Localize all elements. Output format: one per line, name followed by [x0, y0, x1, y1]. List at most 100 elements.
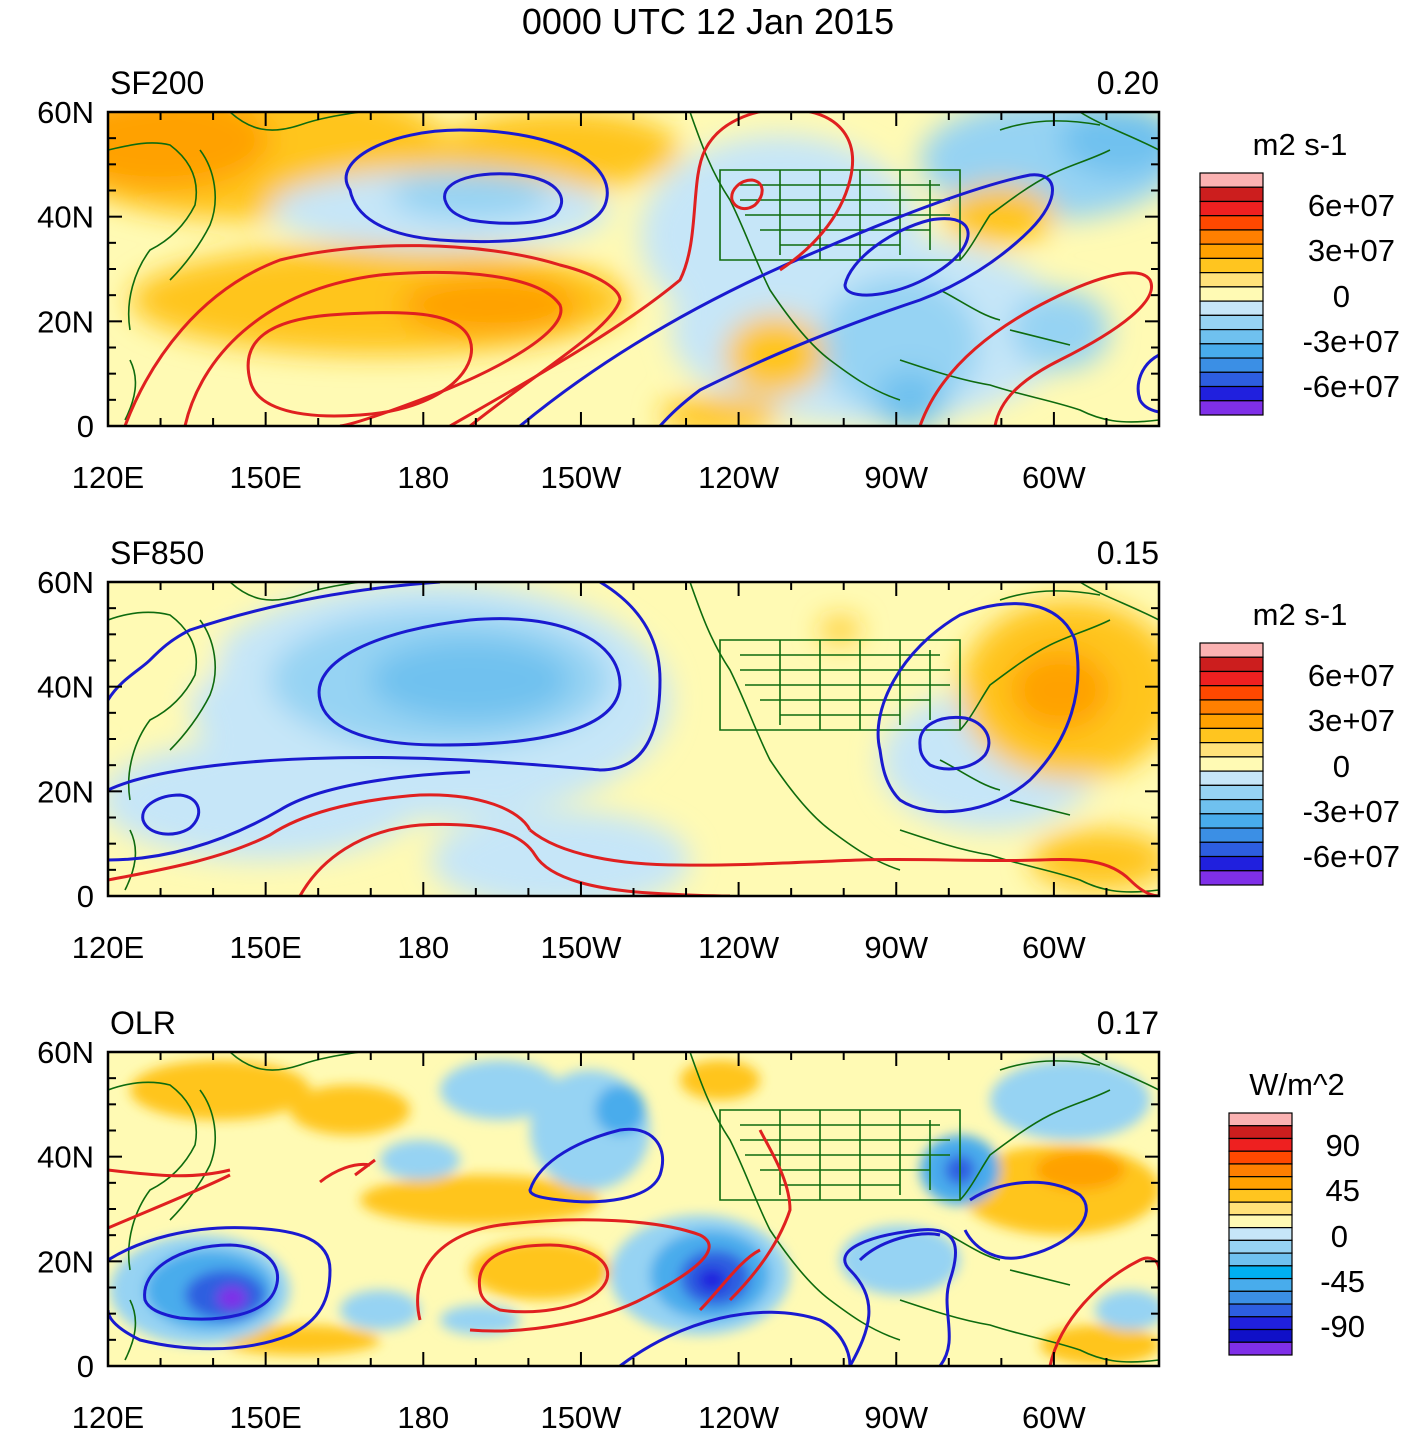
y-tick-label: 20N	[37, 1244, 94, 1279]
colorbar-box	[1199, 670, 1264, 687]
sf200-coastlines	[108, 112, 1159, 423]
olr-axis: 120E 150E 180 150W 120W 90W 60W 60N 40N 20N 0	[37, 1035, 1160, 1435]
colorbar-box	[1228, 1214, 1293, 1229]
sf200-colorbar-tick-0: 6e+07	[1308, 188, 1395, 223]
colorbar-box	[1228, 1137, 1293, 1152]
colorbar-box	[1228, 1277, 1293, 1292]
x-tick-label: 90W	[864, 1400, 928, 1435]
sf850-label: SF850	[110, 535, 204, 571]
sf850-corner-value: 0.15	[1097, 535, 1159, 571]
x-tick-label: 90W	[864, 460, 928, 495]
colorbar-box	[1228, 1163, 1293, 1178]
sf850-contours	[108, 582, 1159, 896]
colorbar-box	[1199, 770, 1264, 786]
olr-shading	[108, 1052, 1159, 1366]
colorbar-box	[1199, 642, 1264, 658]
panel-sf850: SF850 0.15 120E 150E 180 150W 120W 90W 60W 60N 4…	[37, 535, 1400, 965]
colorbar-box	[1199, 870, 1264, 886]
colorbar-box	[1228, 1316, 1293, 1331]
x-tick-label: 120W	[698, 1400, 780, 1435]
colorbar-box	[1228, 1125, 1293, 1140]
colorbar-box	[1199, 272, 1264, 288]
colorbar-box	[1228, 1176, 1293, 1191]
y-tick-label: 40N	[37, 670, 94, 705]
colorbar-box	[1228, 1227, 1293, 1241]
x-tick-label: 150E	[229, 460, 301, 495]
panel-olr: OLR 0.17 120E 150E 180 150W 120W 90W 60W 60N 40N…	[37, 1005, 1365, 1435]
colorbar-box	[1199, 328, 1264, 345]
figure-title: 0000 UTC 12 Jan 2015	[522, 1, 894, 42]
sf850-colorbar-unit: m2 s-1	[1253, 597, 1348, 632]
x-tick-label: 150E	[229, 1400, 301, 1435]
colorbar-box	[1199, 215, 1264, 231]
colorbar-box	[1228, 1341, 1293, 1356]
x-tick-label: 150E	[229, 930, 301, 965]
sf850-colorbar-tick-2: 0	[1333, 749, 1350, 784]
y-tick-label: 20N	[37, 304, 94, 339]
y-tick-label: 0	[77, 1349, 94, 1384]
colorbar-box	[1199, 371, 1264, 388]
colorbar-box	[1228, 1303, 1293, 1318]
x-tick-label: 150W	[540, 930, 622, 965]
colorbar-box	[1199, 400, 1264, 416]
x-tick-label: 60W	[1022, 460, 1086, 495]
colorbar-box	[1199, 200, 1264, 217]
colorbar-box	[1228, 1188, 1293, 1203]
olr-colorbar-tick-1: 45	[1326, 1173, 1360, 1208]
colorbar-box	[1199, 300, 1264, 316]
colorbar-box	[1228, 1239, 1293, 1254]
colorbar-box	[1228, 1252, 1293, 1267]
y-tick-label: 40N	[37, 1140, 94, 1175]
sf850-colorbar-tick-3: -3e+07	[1303, 794, 1400, 829]
colorbar-box	[1199, 784, 1264, 801]
x-tick-label: 90W	[864, 930, 928, 965]
colorbar-box	[1199, 813, 1264, 829]
colorbar-box	[1199, 229, 1264, 245]
sf850-coastlines	[108, 582, 1159, 893]
colorbar-box	[1228, 1328, 1293, 1343]
colorbar-box	[1199, 742, 1264, 758]
panel-sf200: SF200 0.20 120E 150E 180 150W 120W 90W 60W 60N 4…	[37, 65, 1400, 495]
colorbar-box	[1199, 756, 1264, 772]
colorbar-box	[1228, 1290, 1293, 1305]
colorbar-box	[1199, 357, 1264, 373]
colorbar-box	[1228, 1201, 1293, 1216]
olr-colorbar-unit: W/m^2	[1249, 1067, 1344, 1102]
x-tick-label: 60W	[1022, 930, 1086, 965]
sf200-shading	[108, 112, 1159, 426]
colorbar-box	[1199, 685, 1264, 701]
x-tick-label: 120W	[698, 460, 780, 495]
sf850-colorbar-boxes	[1199, 642, 1264, 886]
olr-colorbar-tick-4: -90	[1320, 1309, 1365, 1344]
sf850-shading	[108, 582, 1159, 896]
colorbar-box	[1199, 286, 1264, 302]
colorbar-box	[1199, 827, 1264, 843]
sf200-label: SF200	[110, 65, 204, 101]
colorbar-box	[1199, 713, 1264, 730]
colorbar-box	[1199, 343, 1264, 359]
colorbar-box	[1199, 841, 1264, 858]
colorbar-box	[1199, 186, 1264, 203]
olr-colorbar-tick-3: -45	[1320, 1264, 1365, 1299]
x-tick-label: 150W	[540, 460, 622, 495]
colorbar-box	[1199, 385, 1264, 402]
x-tick-label: 180	[397, 1400, 449, 1435]
x-tick-label: 150W	[540, 1400, 622, 1435]
olr-colorbar-tick-0: 90	[1326, 1128, 1360, 1163]
x-tick-label: 180	[397, 460, 449, 495]
y-tick-label: 40N	[37, 200, 94, 235]
colorbar-box	[1199, 257, 1264, 274]
colorbar-box	[1228, 1112, 1293, 1127]
colorbar-box	[1228, 1150, 1293, 1165]
colorbar-box	[1199, 172, 1264, 188]
y-tick-label: 0	[77, 879, 94, 914]
sf200-corner-value: 0.20	[1097, 65, 1159, 101]
sf850-colorbar: m2 s-1 6e+07 3e+07 0 -3e+07 -6e+07	[1199, 597, 1400, 886]
colorbar-box	[1199, 798, 1264, 815]
sf850-axis: 120E 150E 180 150W 120W 90W 60W 60N 40N 20N 0	[37, 565, 1160, 965]
y-tick-label: 60N	[37, 95, 94, 130]
x-tick-label: 180	[397, 930, 449, 965]
sf200-colorbar-tick-4: -6e+07	[1303, 369, 1400, 404]
colorbar-box	[1199, 314, 1264, 331]
